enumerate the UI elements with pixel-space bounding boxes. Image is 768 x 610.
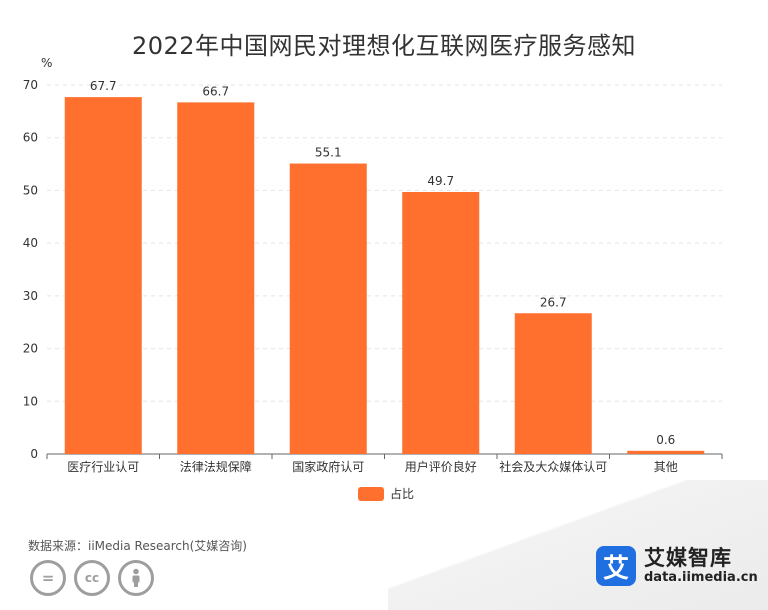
y-tick-label: 0 (30, 447, 38, 461)
bar-value-label: 67.7 (90, 79, 117, 93)
person-icon (118, 560, 154, 596)
bar-value-label: 26.7 (540, 295, 567, 309)
license-icons: = cc (30, 560, 154, 596)
bar-value-label: 55.1 (315, 146, 342, 160)
bar-6[interactable] (627, 450, 705, 454)
brand: 艾 艾媒智库 data.iimedia.cn (596, 546, 758, 586)
brand-logo-icon: 艾 (596, 546, 636, 586)
y-tick-label: 60 (23, 131, 38, 145)
x-tick-label: 医疗行业认可 (67, 460, 139, 474)
bar-1[interactable] (64, 97, 142, 455)
y-tick-label: 40 (23, 236, 38, 250)
x-tick-label: 法律法规保障 (180, 459, 252, 474)
legend-swatch (358, 486, 384, 501)
y-tick-label: 70 (23, 78, 38, 92)
bar-value-label: 66.7 (202, 84, 229, 98)
x-tick-label: 其他 (654, 460, 678, 474)
x-tick-label: 国家政府认可 (292, 459, 364, 474)
bar-3[interactable] (289, 163, 367, 454)
y-tick-label: 30 (23, 289, 38, 303)
bar-2[interactable] (177, 102, 255, 454)
y-tick-label: 10 (23, 394, 38, 408)
bar-5[interactable] (514, 313, 592, 454)
footer-background (388, 480, 768, 610)
chart-title: 2022年中国网民对理想化互联网医疗服务感知 (131, 32, 637, 60)
legend-label: 占比 (390, 487, 415, 501)
legend[interactable]: 占比 (358, 485, 414, 502)
y-tick-label: 50 (23, 183, 38, 197)
source-note: 数据来源：iiMedia Research(艾媒咨询) (28, 539, 247, 553)
brand-name: 艾媒智库 (644, 546, 732, 570)
cc-icon: cc (74, 560, 110, 596)
x-tick-label: 用户评价良好 (405, 459, 477, 474)
bar-4[interactable] (402, 192, 480, 454)
brand-url: data.iimedia.cn (644, 570, 758, 585)
y-axis-unit: % (41, 56, 52, 70)
y-tick-label: 20 (23, 342, 38, 356)
bar-value-label: 49.7 (427, 174, 454, 188)
x-tick-label: 社会及大众媒体认可 (499, 459, 607, 474)
equals-icon: = (30, 560, 66, 596)
bar-value-label: 0.6 (656, 433, 675, 447)
